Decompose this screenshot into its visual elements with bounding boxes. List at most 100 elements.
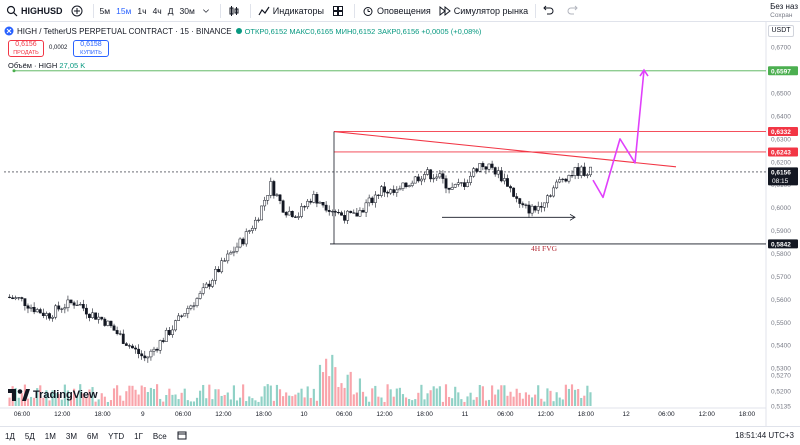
volume-bar (441, 401, 445, 406)
candle-body (247, 230, 251, 232)
candle-body (66, 299, 70, 308)
plus-icon (71, 5, 83, 16)
symbol-search[interactable]: HIGHUSD (0, 0, 67, 22)
chart-type-button[interactable] (224, 0, 247, 22)
indicators-button[interactable]: Индикаторы (254, 0, 328, 22)
range-1d[interactable]: 1Д (5, 431, 15, 441)
volume-bar (199, 390, 202, 406)
candle-body (48, 313, 51, 319)
timeframe-15m[interactable]: 15м (116, 5, 132, 16)
candle-body (552, 187, 555, 197)
candle-body (312, 194, 316, 203)
volume-bar (530, 397, 534, 406)
price-label-box (768, 127, 798, 137)
candle-body (315, 194, 319, 204)
range-5d[interactable]: 5Д (24, 431, 35, 441)
candle-body (564, 178, 568, 182)
price-label-text: 0,6243 (771, 149, 791, 156)
layout-name[interactable]: Без наз Сохран (770, 2, 798, 20)
clock-timezone[interactable]: 18:51:44 UTC+3 (735, 431, 794, 440)
candle-body (429, 169, 433, 180)
candle-body (8, 296, 11, 298)
volume-bar (561, 399, 564, 406)
range-1m[interactable]: 1М (44, 431, 56, 441)
candle-body (57, 305, 61, 310)
range-3m[interactable]: 3М (65, 431, 77, 441)
range-6m[interactable]: 6М (87, 431, 99, 441)
compare-button[interactable] (67, 0, 90, 22)
volume-bar (36, 388, 39, 406)
volume-bar (534, 394, 537, 406)
redo-button[interactable] (562, 0, 585, 22)
timeframe-5m[interactable]: 5м (99, 5, 111, 16)
volume-bar (404, 397, 408, 406)
candle-body (72, 302, 76, 306)
volume-bar (395, 388, 398, 406)
goto-date-button[interactable] (172, 430, 192, 442)
candle-body (582, 166, 586, 176)
volume-bar (33, 397, 36, 406)
separator (535, 3, 537, 18)
timeframe-1d[interactable]: Д (167, 5, 174, 16)
volume-bar (63, 384, 66, 406)
range-ytd[interactable]: YTD (108, 431, 125, 441)
y-tick-label: 0,6300 (771, 136, 791, 143)
range-1y[interactable]: 1Г (134, 431, 143, 441)
buy-button[interactable]: 0,6158 КУПИТЬ (73, 40, 109, 57)
volume-bar (346, 374, 349, 406)
candle-body (174, 320, 177, 331)
candle-body (306, 200, 310, 208)
candle-body (41, 312, 45, 316)
buy-price: 0,6158 (80, 41, 102, 48)
candle-body (542, 202, 546, 208)
timeframe-1h[interactable]: 1ч (137, 5, 147, 16)
candle-body (293, 216, 297, 218)
timeframe-dropdown[interactable] (198, 0, 217, 22)
candle-body (567, 175, 571, 182)
volume-bar (475, 397, 478, 406)
candle-body (496, 170, 500, 175)
volume-bar (580, 397, 583, 406)
x-tick-label: 10 (300, 411, 308, 418)
candle-body (558, 179, 562, 183)
currency-selector[interactable]: USDT (768, 25, 794, 37)
sell-button[interactable]: 0,6156 ПРОДАТЬ (8, 40, 44, 57)
volume-bar (515, 388, 518, 406)
y-tick-label: 0,6500 (771, 91, 791, 98)
undo-button[interactable] (539, 0, 562, 22)
candle-body (137, 348, 141, 355)
volume-bar (229, 399, 232, 406)
replay-button[interactable]: Симулятор рынка (435, 0, 532, 22)
candle-body (521, 203, 525, 206)
candle-body (579, 166, 583, 176)
volume-bar (466, 396, 469, 406)
candle-body (127, 345, 131, 347)
price-label-box (768, 239, 798, 249)
alerts-button[interactable]: Оповещения (358, 0, 435, 22)
candle-body (561, 178, 565, 180)
price-chart[interactable]: 0,67000,66000,65000,64000,63000,62000,61… (0, 0, 800, 426)
candle-body (321, 202, 325, 206)
volume-bar (131, 385, 134, 406)
timeframe-30m[interactable]: 30м (179, 5, 195, 16)
volume-bar (183, 388, 186, 406)
volume-bar (165, 394, 168, 406)
x-tick-label: 9 (141, 411, 145, 418)
candle-body (91, 312, 94, 318)
timeframe-4h[interactable]: 4ч (152, 5, 162, 16)
volume-bar (414, 399, 417, 406)
candle-body (343, 215, 346, 221)
volume-bar (463, 401, 466, 406)
indicators-label: Индикаторы (272, 5, 324, 16)
x-tick-label: 18:00 (417, 411, 434, 418)
candle-body (177, 315, 181, 321)
candle-body (290, 210, 294, 218)
candle-body (189, 305, 193, 309)
volume-bar (211, 399, 214, 406)
volume-bar (380, 397, 383, 406)
chart-title: HIGH / TetherUS PERPETUAL CONTRACT · 15 … (17, 26, 232, 36)
layouts-button[interactable] (328, 0, 351, 22)
candle-body (337, 211, 340, 214)
volume-bar (355, 392, 358, 406)
range-all[interactable]: Все (152, 431, 167, 441)
